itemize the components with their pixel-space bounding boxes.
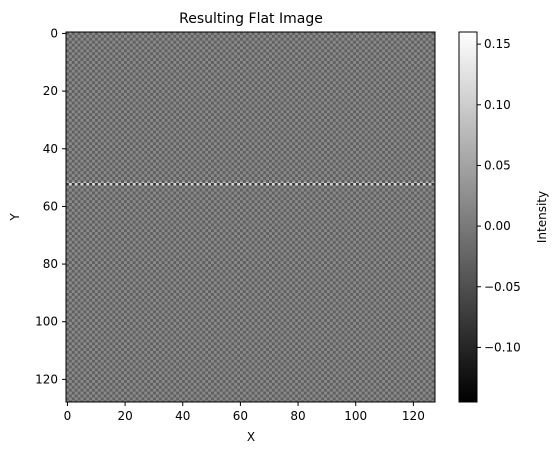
y-tick-label: 60: [43, 199, 58, 213]
x-tick-label: 20: [117, 409, 132, 423]
y-tick-label: 20: [43, 84, 58, 98]
x-tick-label: 120: [402, 409, 425, 423]
colorbar-tick-label: 0.15: [484, 37, 511, 51]
plot-frame: [65, 31, 436, 403]
colorbar-tick-label: 0.00: [484, 219, 511, 233]
y-tick-label: 120: [35, 372, 58, 386]
colorbar-tick-label: −0.05: [484, 280, 521, 294]
x-axis-label: X: [247, 430, 255, 444]
chart-title: Resulting Flat Image: [179, 11, 323, 27]
colorbar-label: Intensity: [535, 191, 549, 243]
y-axis-label: Y: [8, 213, 22, 222]
y-tick-label: 100: [35, 315, 58, 329]
colorbar-ticks: 0.15 0.10 0.05 0.00 −0.05 −0.10: [477, 37, 521, 354]
colorbar-frame: [458, 31, 478, 403]
x-axis: 0 20 40 60 80 100 120: [64, 402, 425, 423]
y-tick-label: 80: [43, 257, 58, 271]
x-tick-label: 100: [344, 409, 367, 423]
x-tick-label: 0: [64, 409, 72, 423]
y-tick-label: 40: [43, 142, 58, 156]
y-axis: 0 20 40 60 80 100 120: [35, 26, 66, 386]
checkerboard-field: [66, 32, 435, 402]
colorbar-gradient: [459, 32, 477, 402]
bright-row-band: [66, 181, 435, 186]
colorbar-tick-label: 0.10: [484, 98, 511, 112]
heatmap-image: [65, 31, 436, 403]
y-tick-label: 0: [50, 26, 58, 40]
colorbar-tick-label: 0.05: [484, 158, 511, 172]
x-tick-label: 60: [233, 409, 248, 423]
x-tick-label: 40: [175, 409, 190, 423]
colorbar-tick-label: −0.10: [484, 340, 521, 354]
colorbar: 0.15 0.10 0.05 0.00 −0.05 −0.10 Intensity: [458, 31, 549, 403]
x-tick-label: 80: [290, 409, 305, 423]
